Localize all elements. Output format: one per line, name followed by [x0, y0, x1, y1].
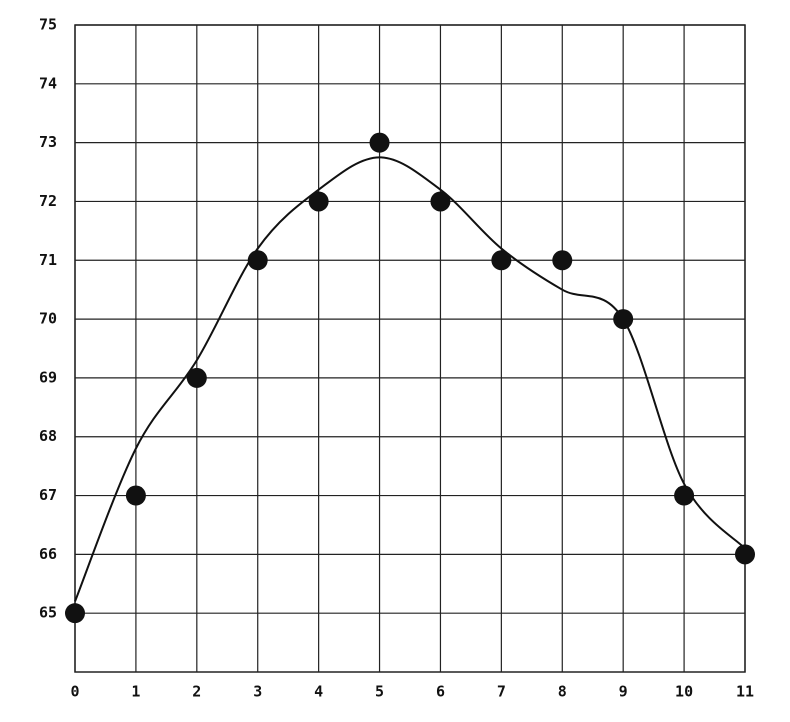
x-tick-label: 0: [70, 683, 79, 701]
y-tick-label: 70: [39, 310, 57, 328]
data-point: [308, 191, 329, 212]
x-tick-label: 8: [558, 683, 567, 701]
data-point: [674, 485, 695, 506]
data-point: [65, 603, 85, 624]
y-tick-label: 69: [39, 368, 57, 386]
y-tick-label: 72: [39, 192, 57, 210]
data-point: [491, 250, 512, 271]
y-tick-label: 65: [39, 604, 57, 622]
x-tick-label: 1: [131, 683, 140, 701]
y-tick-label: 66: [39, 545, 57, 563]
data-point: [613, 309, 634, 330]
y-tick-label: 74: [39, 74, 57, 92]
x-tick-label: 5: [375, 683, 384, 701]
data-point: [430, 191, 451, 212]
y-tick-label: 68: [39, 427, 57, 445]
x-tick-label: 3: [253, 683, 262, 701]
data-point: [369, 132, 390, 153]
data-point: [247, 250, 268, 271]
x-tick-label: 11: [736, 683, 754, 701]
x-tick-label: 10: [675, 683, 693, 701]
data-point: [552, 250, 573, 271]
y-tick-label: 73: [39, 133, 57, 151]
data-point: [735, 544, 755, 565]
x-tick-label: 6: [436, 683, 445, 701]
x-tick-label: 9: [619, 683, 628, 701]
plot-frame: [74, 24, 746, 673]
y-tick-label: 67: [39, 486, 57, 504]
fit-curve: [74, 156, 746, 602]
y-tick-label: 75: [39, 16, 57, 34]
data-point: [125, 485, 146, 506]
y-tick-label: 71: [39, 251, 57, 269]
data-point: [186, 367, 207, 388]
x-tick-label: 7: [497, 683, 506, 701]
x-tick-label: 4: [314, 683, 323, 701]
x-tick-label: 2: [192, 683, 201, 701]
